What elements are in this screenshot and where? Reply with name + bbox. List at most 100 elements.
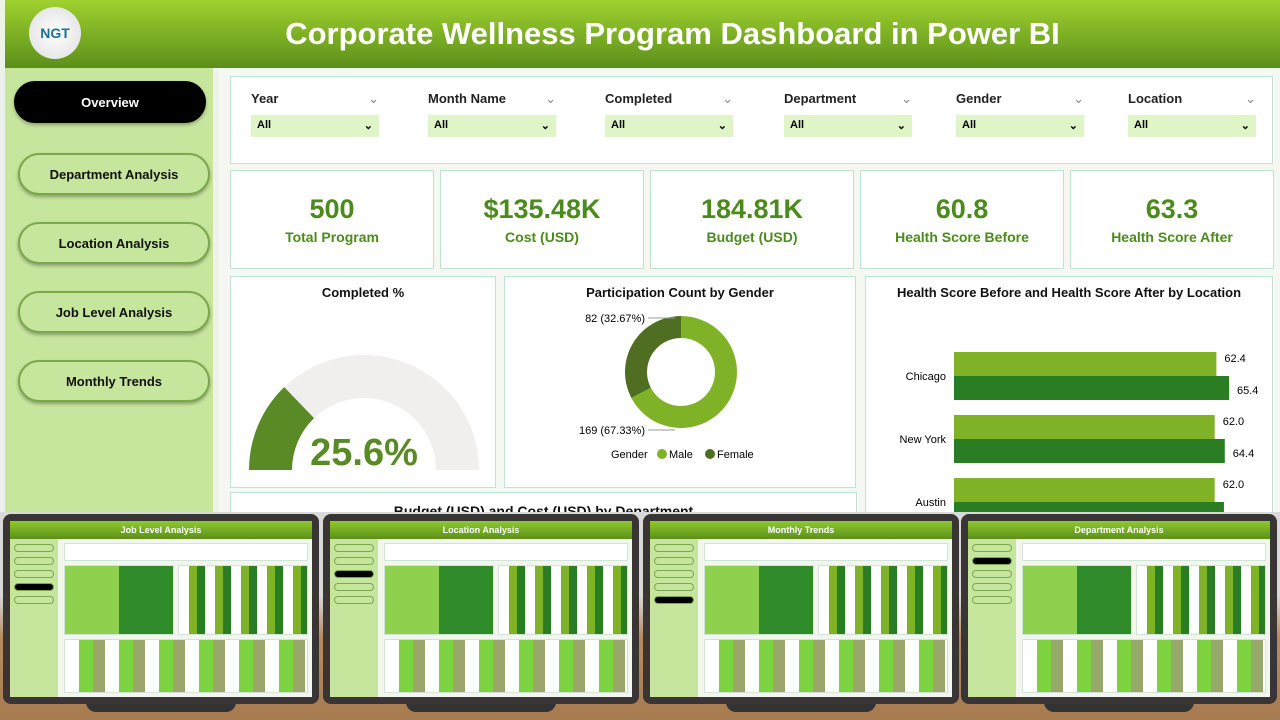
legend-marker	[657, 449, 667, 459]
preview-chart	[818, 565, 948, 635]
preview-monitor: Location Analysis	[323, 514, 639, 704]
gauge-track	[249, 355, 479, 470]
chevron-down-icon: ⌄	[1240, 120, 1250, 132]
preview-chart	[178, 565, 308, 635]
ngt-logo: NGT	[29, 7, 81, 59]
preview-chart	[1022, 565, 1132, 635]
nav-location-analysis[interactable]: Location Analysis	[18, 222, 210, 264]
preview-nav-item	[972, 583, 1012, 591]
preview-nav-item	[334, 583, 374, 591]
bar-before	[954, 352, 1217, 376]
chevron-down-icon: ⌄	[717, 120, 727, 132]
filter-completed[interactable]: Completed ⌄ All ⌄	[605, 91, 733, 137]
preview-filters	[384, 543, 628, 561]
bar-before	[954, 478, 1215, 502]
preview-nav-item	[654, 544, 694, 552]
filter-gender[interactable]: Gender ⌄ All ⌄	[956, 91, 1084, 137]
data-label: 64.4	[1233, 448, 1254, 460]
preview-title: Monthly Trends	[650, 521, 952, 539]
filter-dropdown[interactable]: All ⌄	[784, 115, 912, 137]
monitor-stand	[86, 702, 236, 712]
donut-slice-male	[631, 316, 737, 428]
filter-value: All	[257, 119, 272, 131]
preview-title: Location Analysis	[330, 521, 632, 539]
filter-department[interactable]: Department ⌄ All ⌄	[784, 91, 912, 137]
preview-chart	[64, 565, 174, 635]
kpi-card: 184.81K Budget (USD)	[650, 170, 854, 269]
filter-dropdown[interactable]: All ⌄	[605, 115, 733, 137]
chevron-down-icon: ⌄	[901, 91, 912, 106]
legend-female: Female	[717, 449, 754, 461]
preview-filters	[1022, 543, 1266, 561]
nav-overview[interactable]: Overview	[14, 81, 206, 123]
filter-location[interactable]: Location ⌄ All ⌄	[1128, 91, 1256, 137]
preview-title: Department Analysis	[968, 521, 1270, 539]
preview-monitor: Job Level Analysis	[3, 514, 319, 704]
preview-nav-item	[654, 570, 694, 578]
preview-nav-item	[972, 570, 1012, 578]
kpi-card: 63.3 Health Score After	[1070, 170, 1274, 269]
preview-nav-item	[972, 596, 1012, 604]
nav-job-level-analysis[interactable]: Job Level Analysis	[18, 291, 210, 333]
legend-marker	[705, 449, 715, 459]
monitor-stand	[406, 702, 556, 712]
filter-label: Completed	[605, 91, 673, 106]
data-label: 62.0	[1223, 479, 1244, 491]
filter-dropdown[interactable]: All ⌄	[956, 115, 1084, 137]
main-content: Year ⌄ All ⌄ Month Name ⌄ All ⌄ Completed ⌄ All ⌄ De…	[218, 68, 1280, 532]
location-title: Health Score Before and Health Score Aft…	[896, 285, 1242, 300]
filter-dropdown[interactable]: All ⌄	[428, 115, 556, 137]
preview-chart	[498, 565, 628, 635]
completed-gauge-card: Completed % 25.6%	[230, 276, 496, 488]
nav-department-analysis[interactable]: Department Analysis	[18, 153, 210, 195]
preview-nav-item	[654, 596, 694, 604]
filter-year[interactable]: Year ⌄ All ⌄	[251, 91, 379, 137]
filter-label: Gender	[956, 91, 1002, 106]
preview-nav-item	[972, 557, 1012, 565]
filter-value: All	[1134, 119, 1149, 131]
preview-nav-item	[654, 583, 694, 591]
nav-monthly-trends[interactable]: Monthly Trends	[18, 360, 210, 402]
preview-nav-item	[972, 544, 1012, 552]
filter-dropdown[interactable]: All ⌄	[251, 115, 379, 137]
preview-chart	[704, 639, 948, 693]
preview-nav-item	[334, 557, 374, 565]
preview-nav-item	[654, 557, 694, 565]
filter-label: Department	[784, 91, 857, 106]
filter-value: All	[790, 119, 805, 131]
gender-donut: 82 (32.67%) 169 (67.33%) Gender Male Female	[579, 313, 754, 461]
chevron-down-icon: ⌄	[1068, 120, 1078, 132]
chevron-down-icon: ⌄	[1073, 91, 1084, 106]
filter-value: All	[962, 119, 977, 131]
kpi-label: Cost (USD)	[505, 229, 579, 245]
completed-gauge: 25.6%	[249, 355, 479, 474]
kpi-card: 60.8 Health Score Before	[860, 170, 1064, 269]
data-label: 62.0	[1223, 416, 1244, 428]
page-title: Corporate Wellness Program Dashboard in …	[285, 16, 1060, 51]
filter-dropdown[interactable]: All ⌄	[1128, 115, 1256, 137]
category-label: Chicago	[906, 371, 946, 383]
monitor-stand	[1044, 702, 1194, 712]
chevron-down-icon: ⌄	[540, 120, 550, 132]
category-label: New York	[900, 434, 947, 446]
data-label: 62.4	[1224, 353, 1245, 365]
location-card: Health Score Before and Health Score Aft…	[865, 276, 1273, 526]
completed-value: 25.6%	[310, 432, 418, 474]
filter-month-name[interactable]: Month Name ⌄ All ⌄	[428, 91, 556, 137]
sidebar: Overview Department Analysis Location An…	[5, 68, 213, 520]
preview-chart	[384, 639, 628, 693]
chevron-down-icon: ⌄	[1245, 91, 1256, 106]
gender-card: Participation Count by Gender 82 (32.67%…	[504, 276, 856, 488]
preview-filters	[704, 543, 948, 561]
preview-nav-item	[14, 557, 54, 565]
preview-nav-item	[334, 544, 374, 552]
bar-after	[954, 439, 1225, 463]
legend-male: Male	[669, 449, 693, 461]
legend-title: Gender	[611, 449, 648, 461]
kpi-value: $135.48K	[483, 194, 601, 224]
preview-nav-item	[14, 596, 54, 604]
kpi-label: Health Score Before	[895, 229, 1029, 245]
bar-before	[954, 415, 1215, 439]
chevron-down-icon: ⌄	[368, 91, 379, 106]
kpi-value: 500	[309, 194, 355, 224]
